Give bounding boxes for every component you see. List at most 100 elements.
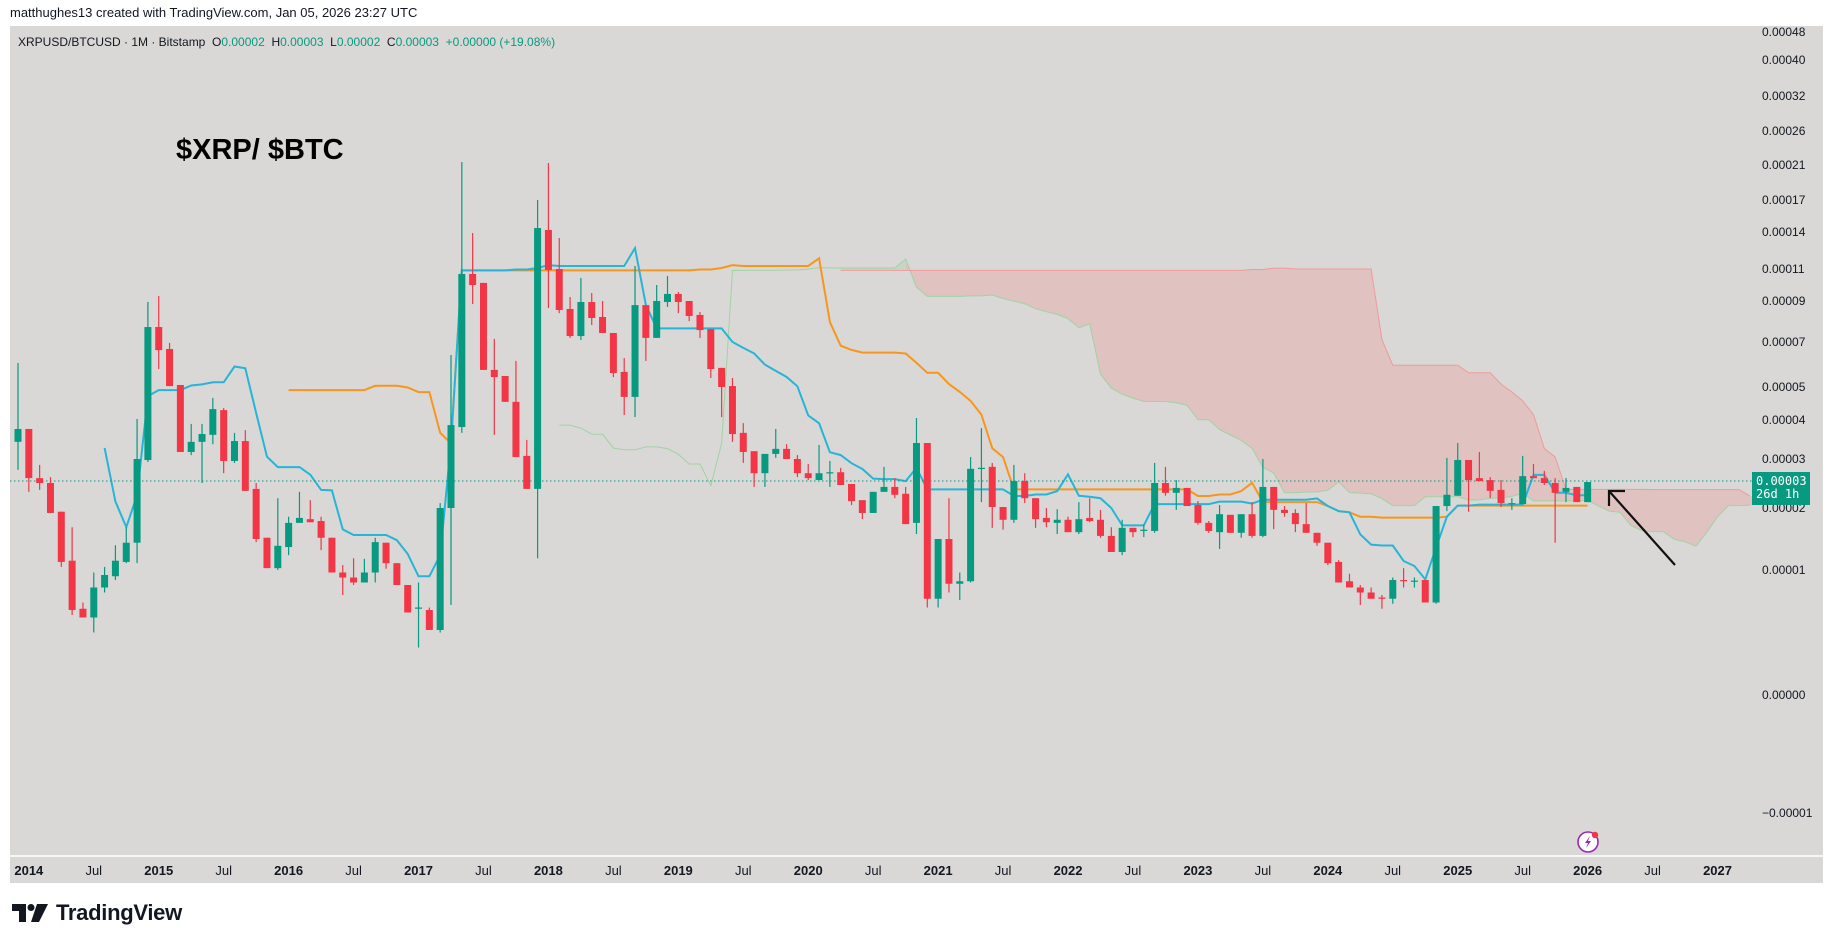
candle <box>1465 459 1473 512</box>
candle <box>815 444 823 481</box>
price-tick-label: 0.00011 <box>1762 262 1805 276</box>
candle-body <box>588 302 596 319</box>
cloud-segment <box>1252 269 1263 468</box>
candle <box>1313 532 1321 546</box>
candle-body <box>1129 527 1137 533</box>
cloud-segment <box>1739 489 1750 506</box>
candle <box>1367 587 1375 599</box>
price-tick-label: 0.00003 <box>1762 452 1806 466</box>
tradingview-brand[interactable]: TradingView <box>12 900 182 926</box>
candle-body <box>912 443 920 523</box>
cloud-segment <box>1674 489 1686 542</box>
symbol-legend[interactable]: XRPUSD/BTCUSD · 1M · Bitstamp O0.00002 H… <box>18 35 555 49</box>
candle-body <box>371 542 379 573</box>
time-tick-label: 2025 <box>1443 863 1472 878</box>
candle <box>674 292 682 314</box>
candle-body <box>977 467 985 470</box>
candle-body <box>1259 486 1267 536</box>
price-tick-label: 0.00014 <box>1762 225 1806 239</box>
candle <box>339 565 347 595</box>
cloud-segment <box>873 268 884 271</box>
cloud-segment <box>1327 269 1339 491</box>
cloud-segment <box>1728 489 1740 506</box>
candle-body <box>988 466 996 508</box>
candle <box>1378 595 1386 609</box>
candle-body <box>999 507 1007 520</box>
candle <box>46 477 54 513</box>
candle-body <box>79 608 87 618</box>
cloud-segment <box>927 270 939 297</box>
cloud-segment <box>1381 339 1393 506</box>
price-axis[interactable]: 0.00048 0.00040 0.00032 0.00026 0.00021 0.000… <box>1762 25 1813 820</box>
candle <box>1064 516 1072 533</box>
candle-body <box>469 273 477 285</box>
lightning-icon[interactable] <box>1577 831 1599 853</box>
candle <box>1281 506 1289 517</box>
cloud-segment <box>1403 365 1415 506</box>
cloud-segment <box>1122 270 1133 399</box>
candle <box>534 200 542 559</box>
candle <box>447 355 455 605</box>
ichimoku-lines <box>103 245 1751 582</box>
candle <box>599 301 607 333</box>
candle-body <box>1443 494 1451 507</box>
candle <box>1270 486 1278 530</box>
candle-body <box>1519 476 1527 505</box>
candle <box>436 503 444 633</box>
candle <box>393 563 401 585</box>
time-tick-label: 2016 <box>274 863 303 878</box>
candle-body <box>1226 514 1234 533</box>
candle <box>664 276 671 307</box>
cloud-segment <box>1057 270 1069 319</box>
candle-body <box>425 610 433 630</box>
candle <box>425 607 433 630</box>
candle-body <box>956 581 964 584</box>
price-tick-label: 0.00005 <box>1762 380 1806 394</box>
candle <box>36 464 44 490</box>
cloud-segment <box>1630 489 1642 531</box>
candle <box>1410 577 1418 588</box>
candle-body <box>707 329 715 369</box>
candle <box>328 537 336 573</box>
candle-body <box>620 371 628 397</box>
cloud-segment <box>1295 269 1307 493</box>
candle <box>642 305 650 361</box>
cloud-segment <box>1100 270 1112 389</box>
candle <box>967 457 975 583</box>
candle <box>728 378 736 442</box>
candle <box>501 375 509 402</box>
time-axis[interactable]: 2014 Jul 2015 Jul 2016 Jul 2017 Jul 2018 Jul 2019 J… <box>14 863 1732 878</box>
candle-body <box>1097 519 1104 536</box>
time-tick-label: Jul <box>1384 863 1401 878</box>
candle <box>620 357 628 416</box>
candle <box>956 572 964 600</box>
cloud-segment <box>1349 269 1361 494</box>
cloud-segment <box>1306 269 1317 492</box>
time-tick-label: 2017 <box>404 863 433 878</box>
candle-body <box>252 488 260 539</box>
candle <box>111 545 119 580</box>
candle <box>1259 459 1267 538</box>
candle-body <box>295 517 303 523</box>
time-tick-label: Jul <box>1255 863 1272 878</box>
candle-body <box>783 448 791 459</box>
candle-body <box>1400 580 1408 582</box>
candle-body <box>1432 506 1440 603</box>
candle <box>1053 509 1061 535</box>
candle-body <box>534 228 542 489</box>
time-tick-label: Jul <box>1644 863 1661 878</box>
cloud-segment <box>1089 270 1101 375</box>
cloud-segment <box>1197 270 1209 420</box>
candle-body <box>1042 517 1050 523</box>
candle-body <box>122 542 130 562</box>
candle <box>1486 477 1494 499</box>
bar-countdown: 26d 1h <box>1756 487 1800 501</box>
candle-body <box>674 293 682 303</box>
time-tick-label: 2021 <box>924 863 953 878</box>
candle-body <box>339 572 347 578</box>
cloud-segment <box>1154 270 1166 402</box>
candle <box>155 296 163 369</box>
candle <box>707 329 715 378</box>
last-price-badge: 0.00003 26d 1h <box>1752 472 1810 505</box>
